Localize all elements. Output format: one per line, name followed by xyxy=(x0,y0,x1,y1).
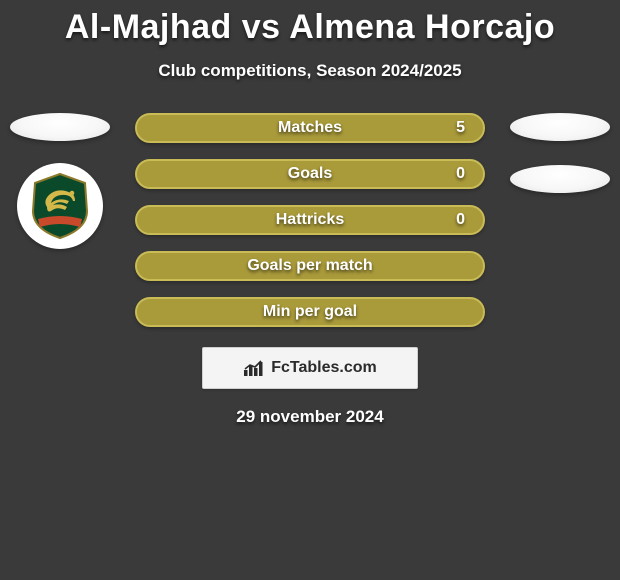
player-left-club-badge xyxy=(17,163,103,249)
player-right-club-placeholder xyxy=(510,165,610,193)
stat-label: Hattricks xyxy=(276,211,344,229)
page-subtitle: Club competitions, Season 2024/2025 xyxy=(0,61,620,81)
stat-value-right: 5 xyxy=(456,119,465,137)
date-text: 29 november 2024 xyxy=(0,407,620,427)
page-title: Al-Majhad vs Almena Horcajo xyxy=(0,0,620,47)
stat-label: Goals xyxy=(288,165,332,183)
player-right-head xyxy=(510,113,610,141)
stat-row-hattricks: Hattricks 0 xyxy=(135,205,485,235)
watermark-badge: FcTables.com xyxy=(202,347,418,389)
stat-row-goals-per-match: Goals per match xyxy=(135,251,485,281)
stat-value-right: 0 xyxy=(456,165,465,183)
player-right-column xyxy=(500,113,620,193)
stat-label: Matches xyxy=(278,119,342,137)
club-crest-icon xyxy=(25,171,95,241)
stat-label: Goals per match xyxy=(247,257,372,275)
stat-label: Min per goal xyxy=(263,303,357,321)
stat-row-matches: Matches 5 xyxy=(135,113,485,143)
stat-value-right: 0 xyxy=(456,211,465,229)
bars-icon xyxy=(243,359,265,377)
comparison-area: Matches 5 Goals 0 Hattricks 0 Goals per … xyxy=(0,113,620,327)
stat-rows: Matches 5 Goals 0 Hattricks 0 Goals per … xyxy=(135,113,485,327)
stat-row-goals: Goals 0 xyxy=(135,159,485,189)
stat-row-min-per-goal: Min per goal xyxy=(135,297,485,327)
player-left-column xyxy=(0,113,120,249)
watermark-text: FcTables.com xyxy=(271,359,377,377)
player-left-head xyxy=(10,113,110,141)
